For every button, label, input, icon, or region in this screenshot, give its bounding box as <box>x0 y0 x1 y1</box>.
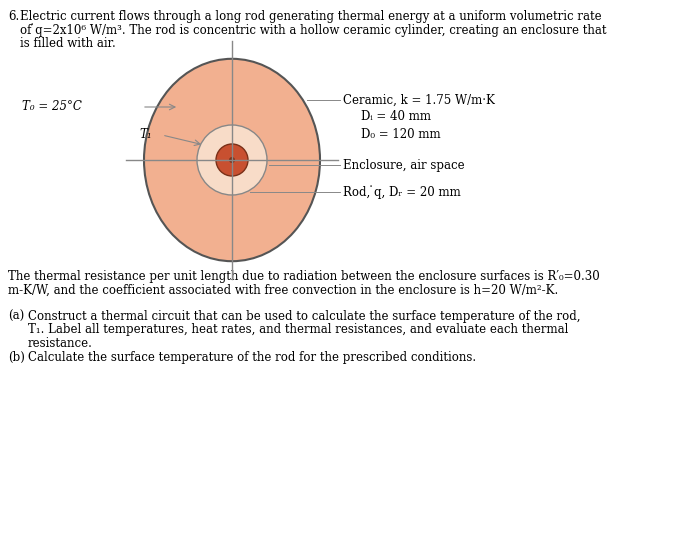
Text: Electric current flows through a long rod generating thermal energy at a uniform: Electric current flows through a long ro… <box>20 10 601 23</box>
Text: T₁: T₁ <box>139 128 152 140</box>
Text: 6.: 6. <box>8 10 20 23</box>
Text: is filled with air.: is filled with air. <box>20 37 116 50</box>
Text: Construct a thermal circuit that can be used to calculate the surface temperatur: Construct a thermal circuit that can be … <box>28 310 580 323</box>
Text: Rod, ̇q, Dᵣ = 20 mm: Rod, ̇q, Dᵣ = 20 mm <box>343 185 461 199</box>
Text: of ̇q=2x10⁶ W/m³. The rod is concentric with a hollow ceramic cylinder, creating: of ̇q=2x10⁶ W/m³. The rod is concentric … <box>20 23 606 37</box>
Text: Ceramic, k = 1.75 W/m·K: Ceramic, k = 1.75 W/m·K <box>343 93 495 107</box>
Text: Calculate the surface temperature of the rod for the prescribed conditions.: Calculate the surface temperature of the… <box>28 351 476 364</box>
Text: resistance.: resistance. <box>28 337 93 350</box>
Text: m-K/W, and the coefficient associated with free convection in the enclosure is h: m-K/W, and the coefficient associated wi… <box>8 284 559 296</box>
Ellipse shape <box>229 157 235 163</box>
Text: D₀ = 120 mm: D₀ = 120 mm <box>361 128 440 140</box>
Text: T₀ = 25°C: T₀ = 25°C <box>22 100 82 114</box>
Ellipse shape <box>144 59 320 261</box>
Text: (a): (a) <box>8 310 25 323</box>
Text: (b): (b) <box>8 351 25 364</box>
Ellipse shape <box>197 125 267 195</box>
Text: Enclosure, air space: Enclosure, air space <box>343 159 465 171</box>
Text: The thermal resistance per unit length due to radiation between the enclosure su: The thermal resistance per unit length d… <box>8 270 600 283</box>
Ellipse shape <box>216 144 248 176</box>
Text: Dᵢ = 40 mm: Dᵢ = 40 mm <box>361 110 431 124</box>
Text: T₁. Label all temperatures, heat rates, and thermal resistances, and evaluate ea: T₁. Label all temperatures, heat rates, … <box>28 324 568 336</box>
